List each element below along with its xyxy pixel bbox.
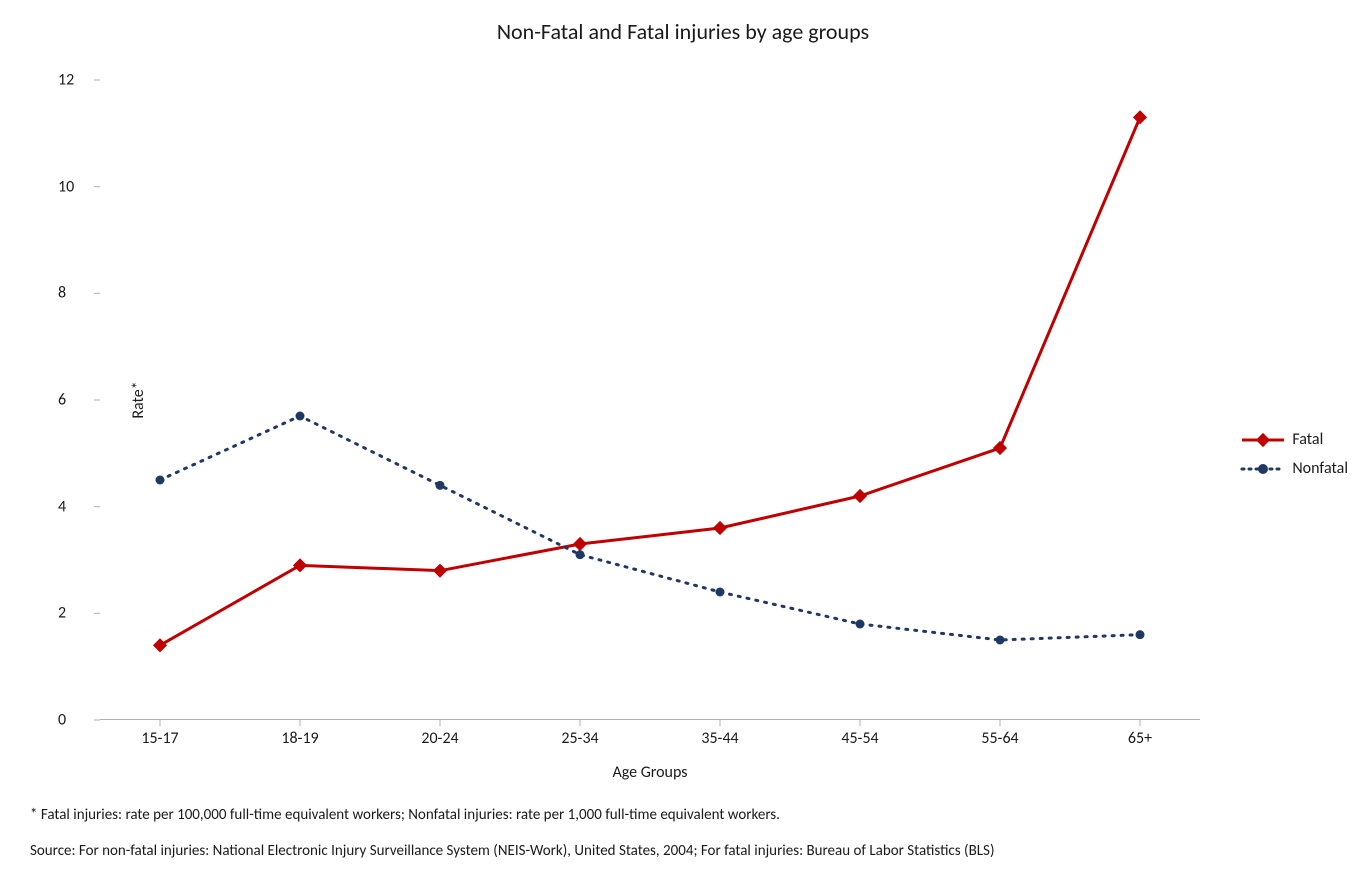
legend-item-fatal: Fatal <box>1242 430 1348 449</box>
chart-container: Non-Fatal and Fatal injuries by age grou… <box>0 0 1366 880</box>
x-tick-label: 18-19 <box>281 729 318 748</box>
series-marker-nonfatal <box>436 481 445 490</box>
x-tick-label: 20-24 <box>421 729 458 748</box>
y-tick-label: 8 <box>58 284 66 303</box>
x-axis-label: Age Groups <box>612 763 687 782</box>
series-marker-fatal <box>853 489 867 503</box>
y-tick-label: 0 <box>58 711 66 730</box>
y-tick-label: 12 <box>58 71 74 90</box>
series-marker-fatal <box>993 441 1007 455</box>
legend: Fatal Nonfatal <box>1242 420 1348 488</box>
x-tick-label: 55-64 <box>981 729 1018 748</box>
series-marker-nonfatal <box>296 412 305 421</box>
series-marker-nonfatal <box>156 476 165 485</box>
series-marker-fatal <box>713 521 727 535</box>
legend-swatch-fatal <box>1242 432 1284 448</box>
series-marker-nonfatal <box>716 588 725 597</box>
y-tick-label: 2 <box>58 604 66 623</box>
series-line-fatal <box>160 117 1140 645</box>
series-marker-fatal <box>573 537 587 551</box>
y-tick-label: 6 <box>58 391 66 410</box>
legend-swatch-nonfatal <box>1242 461 1284 477</box>
series-marker-nonfatal <box>856 620 865 629</box>
x-tick-label: 65+ <box>1128 729 1152 748</box>
series-marker-nonfatal <box>1136 630 1145 639</box>
plot-area: Rate* Age Groups 02468101215-1718-1920-2… <box>100 80 1200 720</box>
series-marker-nonfatal <box>996 636 1005 645</box>
series-marker-nonfatal <box>576 550 585 559</box>
series-marker-fatal <box>1133 110 1147 124</box>
x-tick-label: 35-44 <box>701 729 738 748</box>
plot-svg <box>100 80 1200 720</box>
x-tick-label: 15-17 <box>141 729 178 748</box>
legend-label-fatal: Fatal <box>1292 430 1323 449</box>
x-tick-label: 25-34 <box>561 729 598 748</box>
series-marker-fatal <box>153 638 167 652</box>
y-tick-label: 10 <box>58 177 74 196</box>
series-marker-fatal <box>293 558 307 572</box>
legend-label-nonfatal: Nonfatal <box>1292 459 1348 478</box>
footnote-source: Source: For non-fatal injuries: National… <box>30 842 995 860</box>
chart-title: Non-Fatal and Fatal injuries by age grou… <box>0 18 1366 45</box>
legend-item-nonfatal: Nonfatal <box>1242 459 1348 478</box>
y-tick-label: 4 <box>58 497 66 516</box>
footnote-rate: * Fatal injuries: rate per 100,000 full-… <box>30 806 780 824</box>
x-tick-label: 45-54 <box>841 729 878 748</box>
series-marker-fatal <box>433 564 447 578</box>
